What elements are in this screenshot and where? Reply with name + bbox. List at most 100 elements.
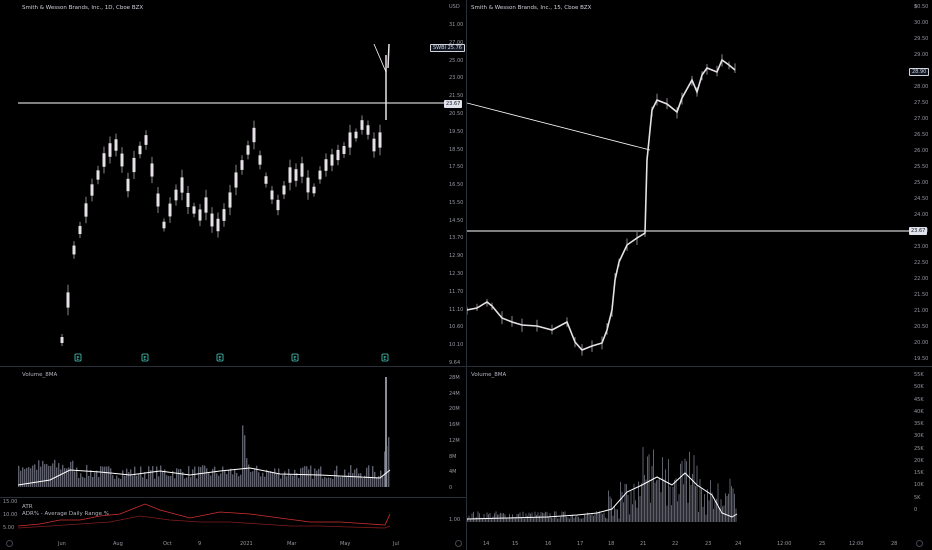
right-volume-bar <box>474 517 476 522</box>
atr-tick-0: 15.00 <box>3 499 18 505</box>
right-volume-tick-6: 25K <box>914 445 924 452</box>
left-price-pane[interactable]: Smith & Wesson Brands, Inc., 1D, Cboe BZ… <box>0 0 444 366</box>
left-volume-bar <box>300 468 302 487</box>
left-volume-bar <box>258 472 260 487</box>
left-volume-bar <box>242 425 244 487</box>
left-price-axis[interactable]: USD 31.00 27.00 25.00 23.00 21.50 20.50 19.50 1… <box>444 0 466 366</box>
left-adr-axis[interactable]: 1.00 <box>444 498 466 536</box>
left-volume-bar <box>368 465 370 487</box>
left-volume-bar <box>244 435 246 487</box>
left-volume-bar <box>116 475 118 487</box>
right-volume-axis[interactable]: 55K 50K 45K 40K 35K 30K 25K 20K 15K 10K 5K 0 <box>909 367 932 537</box>
left-volume-bar <box>354 469 356 487</box>
left-candle <box>108 136 112 164</box>
right-volume-bar <box>467 517 468 522</box>
right-volume-bar <box>507 518 509 522</box>
right-volume-pane[interactable]: Volume_8MA <box>467 367 909 537</box>
left-candle <box>336 144 340 166</box>
right-volume-bar <box>552 517 554 522</box>
left-candle <box>294 163 298 187</box>
left-volume-bar <box>266 469 268 487</box>
right-price-pane[interactable]: Smith & Wesson Brands, Inc., 15, Cboe BZ… <box>467 0 909 366</box>
right-volume-bar <box>707 489 708 522</box>
left-volume-bar <box>290 474 292 487</box>
atr-line <box>17 503 391 527</box>
right-price-tick-2: 29.50 <box>914 36 929 42</box>
right-volume-bar <box>711 492 713 522</box>
right-volume-bar <box>731 486 732 522</box>
left-settings-gear-icon[interactable] <box>6 540 13 547</box>
left-candle <box>306 170 310 200</box>
left-volume-bar <box>328 477 330 487</box>
right-price-chart[interactable] <box>467 0 909 366</box>
left-volume-chart[interactable] <box>0 367 444 497</box>
right-time-tick-11: 12:00 <box>849 541 864 547</box>
left-volume-bar <box>360 473 362 487</box>
left-volume-bar <box>138 473 140 487</box>
svg-text:E: E <box>218 356 221 362</box>
right-volume-bar <box>596 511 597 522</box>
left-pane-separator-2[interactable] <box>0 497 466 498</box>
left-volume-bar <box>334 470 336 487</box>
left-volume-bar <box>134 466 136 487</box>
left-atr-chart[interactable] <box>0 498 444 536</box>
atr-tick-1: 10.00 <box>3 512 18 518</box>
right-volume-bar <box>666 505 668 522</box>
left-volume-bar <box>212 468 214 487</box>
right-volume-bar <box>696 465 698 522</box>
right-axis-settings-gear-icon[interactable] <box>916 540 923 547</box>
left-candle <box>348 124 352 156</box>
right-volume-bar <box>662 457 663 522</box>
left-volume-tick-1: 24M <box>449 390 460 397</box>
left-volume-bar <box>96 470 98 487</box>
left-pane-separator-1[interactable] <box>0 366 466 367</box>
right-price-tick-13: 24.00 <box>914 212 929 218</box>
left-volume-bar <box>106 466 108 487</box>
left-time-tick-5: Mar <box>287 541 297 547</box>
left-candle <box>150 156 154 184</box>
left-volume-bar <box>274 468 276 487</box>
right-volume-bar <box>704 494 705 522</box>
left-volume-bar <box>256 465 258 487</box>
left-volume-bar <box>78 477 80 487</box>
left-candle <box>138 141 142 159</box>
left-volume-bar <box>246 458 248 487</box>
left-volume-bar <box>238 476 240 487</box>
right-volume-bar <box>584 513 585 522</box>
left-volume-bar <box>228 470 230 487</box>
left-candle <box>60 333 64 347</box>
left-price-tick-8: 17.50 <box>449 164 464 171</box>
left-time-axis[interactable]: Jun Aug Oct 9 2021 Mar May Jul <box>0 537 444 550</box>
right-volume-bar <box>558 518 560 522</box>
right-pane-separator[interactable] <box>467 366 932 367</box>
left-candle <box>216 212 220 238</box>
right-volume-bar <box>717 483 719 522</box>
left-candle <box>120 147 124 173</box>
left-volume-pane[interactable]: Volume_8MA <box>0 367 444 497</box>
right-volume-bar <box>653 449 654 522</box>
right-volume-tick-8: 15K <box>914 470 924 477</box>
right-volume-bar <box>482 518 483 522</box>
left-atr-axis[interactable]: 15.00 10.00 5.00 <box>0 498 22 536</box>
right-level-tag: 23.67 <box>909 227 928 235</box>
right-settings-gear-icon[interactable] <box>455 540 462 547</box>
left-volume-axis[interactable]: 28M 24M 20M 16M 12M 8M 4M 0 <box>444 367 466 497</box>
right-volume-bar <box>579 518 581 522</box>
right-volume-bar <box>729 478 731 522</box>
left-volume-bar <box>156 466 158 487</box>
right-price-axis[interactable]: $ 30.5030.0029.5029.0028.5028.0027.5027.… <box>909 0 932 366</box>
right-price-tick-0: 30.50 <box>914 4 929 10</box>
left-volume-bar <box>262 472 264 487</box>
right-volume-bar <box>678 494 680 522</box>
right-volume-bar <box>710 480 711 522</box>
left-atr-pane[interactable]: ATR ADR% - Average Daily Range % <box>0 498 444 536</box>
right-volume-bar <box>506 518 507 522</box>
right-volume-bar <box>585 515 587 522</box>
right-time-axis[interactable]: 14 15 16 17 18 21 22 23 24 12:00 25 12:00 28 <box>467 537 909 550</box>
left-volume-bar <box>72 460 74 487</box>
left-volume-bar <box>384 451 386 487</box>
right-volume-chart[interactable] <box>467 367 909 537</box>
left-volume-bar <box>378 476 380 487</box>
chart-layout-divider[interactable] <box>466 0 467 550</box>
